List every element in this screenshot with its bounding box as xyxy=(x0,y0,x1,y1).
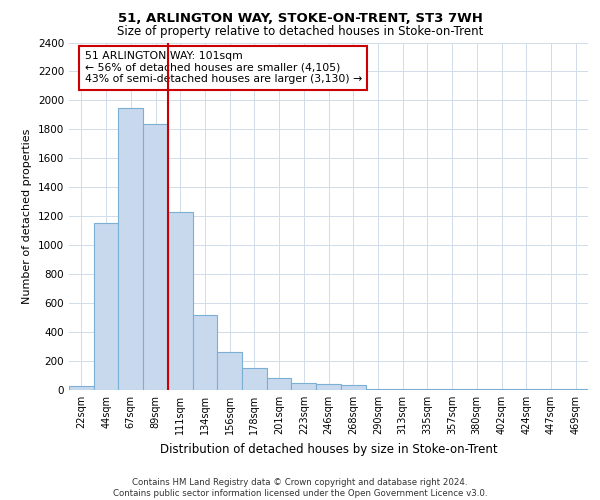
Text: 51 ARLINGTON WAY: 101sqm
← 56% of detached houses are smaller (4,105)
43% of sem: 51 ARLINGTON WAY: 101sqm ← 56% of detach… xyxy=(85,51,362,84)
Bar xyxy=(193,314,217,390)
Bar xyxy=(217,352,242,390)
Bar xyxy=(168,212,193,390)
Bar xyxy=(316,384,341,390)
Y-axis label: Number of detached properties: Number of detached properties xyxy=(22,128,32,304)
Bar xyxy=(118,108,143,390)
Bar xyxy=(242,368,267,390)
X-axis label: Distribution of detached houses by size in Stoke-on-Trent: Distribution of detached houses by size … xyxy=(160,442,497,456)
Bar xyxy=(292,383,316,390)
Bar xyxy=(267,378,292,390)
Text: Contains HM Land Registry data © Crown copyright and database right 2024.
Contai: Contains HM Land Registry data © Crown c… xyxy=(113,478,487,498)
Bar xyxy=(341,385,365,390)
Bar xyxy=(69,386,94,390)
Text: 51, ARLINGTON WAY, STOKE-ON-TRENT, ST3 7WH: 51, ARLINGTON WAY, STOKE-ON-TRENT, ST3 7… xyxy=(118,12,482,26)
Bar xyxy=(143,124,168,390)
Text: Size of property relative to detached houses in Stoke-on-Trent: Size of property relative to detached ho… xyxy=(117,25,483,38)
Bar xyxy=(94,224,118,390)
